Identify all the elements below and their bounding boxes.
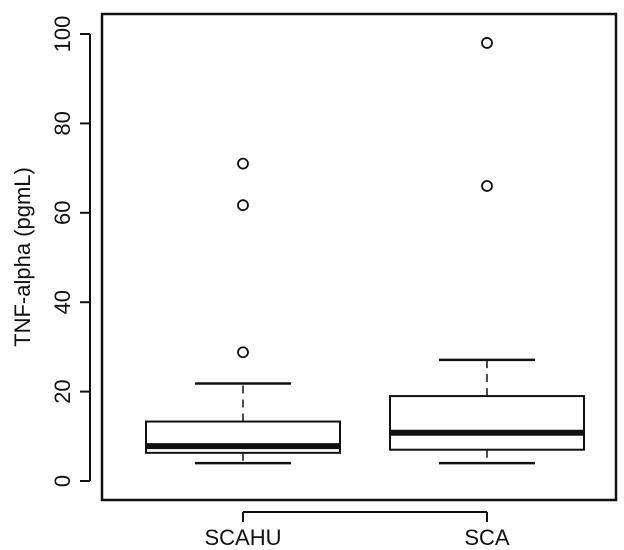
x-tick-label-sca: SCA bbox=[464, 525, 510, 550]
y-tick-label-100: 100 bbox=[50, 16, 75, 53]
outlier-point-sca-1 bbox=[481, 180, 493, 192]
y-tick-label-60: 60 bbox=[50, 201, 75, 225]
y-tick-label-0: 0 bbox=[50, 475, 75, 487]
y-tick-label-20: 20 bbox=[50, 379, 75, 403]
box-group-sca bbox=[389, 37, 585, 465]
iqr-box-sca bbox=[389, 395, 585, 451]
outlier-point-scahu-1 bbox=[237, 346, 249, 359]
x-axis: SCAHU SCA bbox=[204, 511, 510, 550]
outlier-point-scahu-3 bbox=[237, 157, 249, 170]
x-tick-label-scahu: SCAHU bbox=[204, 525, 281, 550]
y-axis-label: TNF-alpha (pgmL) bbox=[10, 167, 35, 347]
boxes-layer bbox=[145, 37, 585, 465]
box-group-scahu bbox=[145, 157, 341, 465]
y-axis: 0 20 40 60 80 100 bbox=[50, 16, 91, 487]
outlier-point-scahu-2 bbox=[237, 199, 249, 212]
y-tick-label-40: 40 bbox=[50, 290, 75, 314]
outlier-point-sca-2 bbox=[481, 37, 493, 49]
plot-frame bbox=[100, 12, 618, 502]
y-tick-label-80: 80 bbox=[50, 111, 75, 135]
